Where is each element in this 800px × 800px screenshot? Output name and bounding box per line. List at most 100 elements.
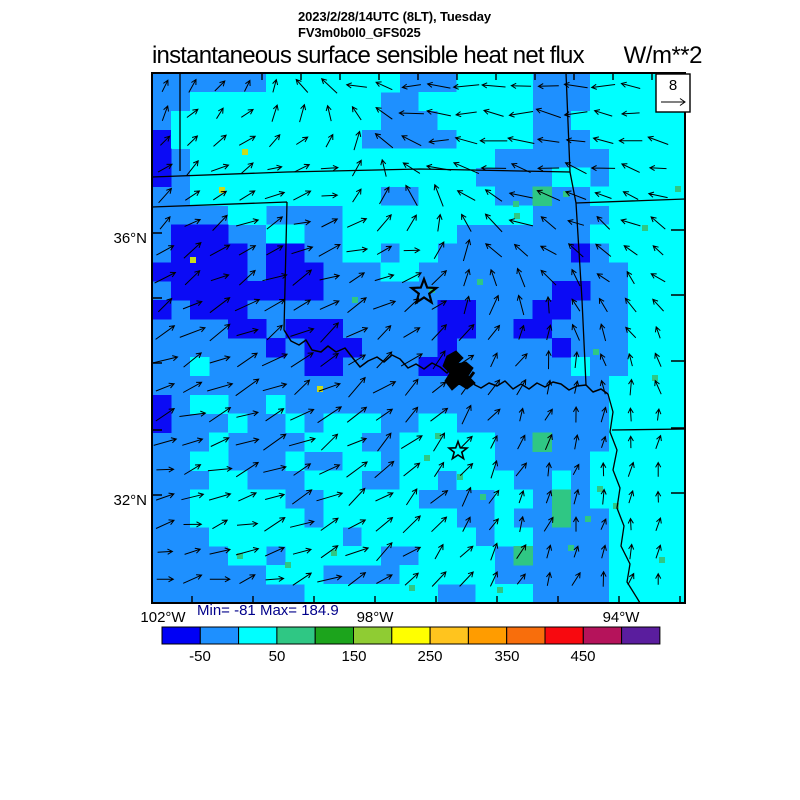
- field-region: [589, 451, 685, 471]
- plot-title: instantaneous surface sensible heat net …: [152, 42, 585, 69]
- field-region: [627, 338, 685, 358]
- colorbar-segment: [391, 626, 431, 645]
- field-region: [323, 489, 419, 509]
- field-region: [475, 584, 534, 603]
- field-region: [551, 489, 572, 509]
- field-region: [494, 489, 534, 509]
- field-region: [228, 319, 267, 339]
- field-region: [342, 243, 381, 263]
- field-region: [304, 432, 362, 452]
- map-area: [152, 73, 685, 603]
- colorbar-tick-label: 50: [269, 648, 286, 665]
- field-region: [608, 167, 685, 187]
- colorbar-segment: [506, 626, 546, 645]
- field-region: [608, 508, 685, 528]
- lake-texoma-detail: [444, 359, 476, 383]
- field-region: [152, 413, 172, 433]
- field-region: [608, 584, 685, 603]
- field-speck: [613, 503, 619, 509]
- colorbar-tick-label: 350: [494, 648, 519, 665]
- field-region: [418, 546, 495, 566]
- field-region: [190, 148, 496, 168]
- field-region: [266, 338, 286, 358]
- field-region: [342, 224, 457, 244]
- field-region: [551, 508, 572, 528]
- field-region: [570, 243, 591, 263]
- field-region: [190, 91, 381, 112]
- field-region: [608, 394, 685, 415]
- field-region: [304, 470, 362, 490]
- field-speck: [568, 545, 574, 551]
- field-region: [532, 300, 572, 320]
- field-region: [190, 394, 229, 415]
- colorbar-segment: [582, 626, 623, 645]
- field-speck: [585, 516, 591, 522]
- field-speck: [477, 279, 483, 285]
- field-region: [418, 91, 534, 112]
- field-speck: [514, 213, 520, 219]
- field-region: [361, 527, 476, 547]
- field-speck: [409, 585, 415, 591]
- field-region: [570, 356, 591, 377]
- colorbar-segment: [621, 626, 661, 645]
- colorbar-segment: [238, 626, 278, 645]
- field-region: [190, 489, 286, 509]
- field-region: [399, 565, 496, 585]
- field-region: [171, 243, 248, 263]
- field-speck: [435, 433, 441, 439]
- colorbar-segment: [544, 626, 584, 645]
- field-speck: [190, 257, 196, 263]
- colorbar-tick-label: -50: [189, 648, 211, 665]
- map-border: [151, 72, 686, 604]
- field-region: [190, 186, 381, 206]
- field-region: [285, 451, 305, 471]
- field-region: [152, 300, 172, 320]
- field-speck: [513, 201, 519, 207]
- field-region: [456, 470, 515, 490]
- field-region: [228, 546, 267, 566]
- field-region: [494, 527, 534, 547]
- field-region: [171, 110, 381, 131]
- field-speck: [424, 455, 430, 461]
- field-region: [608, 413, 685, 433]
- field-region: [627, 300, 685, 320]
- field-region: [551, 281, 591, 301]
- field-region: [304, 584, 438, 603]
- colorbar-tick-label: 250: [417, 648, 442, 665]
- colorbar-segment: [199, 626, 240, 645]
- field-speck: [659, 557, 665, 563]
- field-region: [171, 224, 229, 244]
- field-speck: [652, 375, 658, 381]
- lon-label: 98°W: [357, 609, 395, 626]
- field-region: [209, 527, 343, 547]
- colorbar-segment: [314, 626, 355, 645]
- field-region: [589, 224, 685, 244]
- field-region: [608, 527, 685, 547]
- field-speck: [497, 587, 503, 593]
- field-region: [171, 129, 362, 150]
- location-star: [446, 439, 470, 461]
- model-name: FV3m0b0l0_GFS025: [298, 25, 421, 40]
- field-region: [190, 356, 210, 377]
- field-region: [399, 470, 438, 490]
- field-region: [323, 413, 381, 433]
- field-speck: [285, 562, 291, 568]
- field-region: [570, 110, 685, 131]
- field-region: [399, 243, 438, 263]
- field-region: [589, 470, 685, 490]
- field-region: [437, 319, 476, 339]
- field-region: [589, 129, 685, 150]
- colorbar-segment: [429, 626, 469, 645]
- field-region: [418, 186, 495, 206]
- field-region: [152, 394, 172, 415]
- ref-arrow-value: 8: [669, 77, 677, 94]
- field-region: [608, 565, 685, 585]
- field-region: [608, 205, 685, 225]
- colorbar-tick-label: 450: [570, 648, 595, 665]
- field-region: [551, 338, 572, 358]
- field-speck: [675, 186, 681, 192]
- field-region: [171, 281, 324, 301]
- field-speck: [352, 297, 358, 303]
